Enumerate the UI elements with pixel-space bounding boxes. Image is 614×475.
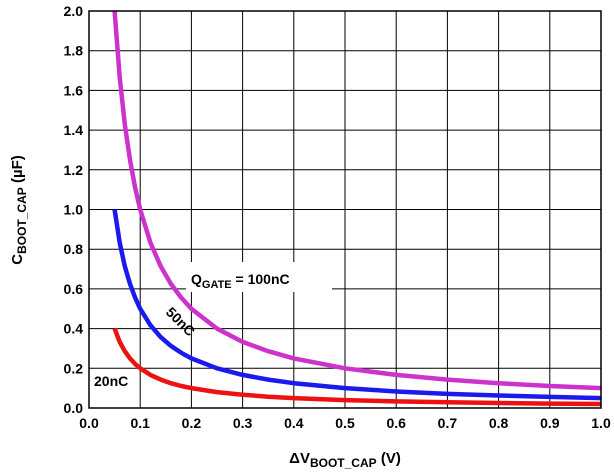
y-axis-label-prefix: C	[9, 254, 26, 265]
annotation-100nc-sub: GATE	[202, 279, 232, 291]
x-tick-label: 0.4	[284, 415, 304, 431]
x-tick-label: 0.2	[182, 415, 202, 431]
annotation-20nc: 20nC	[91, 370, 139, 390]
y-tick-label: 1.2	[64, 162, 84, 178]
y-tick-label: 0.2	[64, 360, 84, 376]
x-tick-label: 0.5	[335, 415, 355, 431]
y-axis-label: CBOOT_CAP (µF)	[9, 155, 29, 265]
annotation-20nc-background	[91, 370, 139, 390]
x-axis-label: ΔVBOOT_CAP (V)	[289, 450, 401, 470]
annotation-100nc: QGATE = 100nC	[186, 262, 332, 292]
y-axis-label-suffix: (µF)	[9, 155, 26, 187]
tick-labels: 0.0 0.1 0.2 0.3 0.4 0.5 0.6 0.7 0.8 0.9 1.0 0.0 0.2 0…	[64, 3, 611, 431]
series-line-20nc	[112, 327, 602, 407]
annotation-20nc-label: 20nC	[94, 373, 128, 389]
x-tick-label: 0.0	[79, 415, 99, 431]
annotation-100nc-background	[186, 262, 332, 292]
x-axis-label-sub: BOOT_CAP	[310, 456, 377, 470]
y-axis-label-sub: BOOT_CAP	[15, 187, 29, 254]
plot-frame	[88, 10, 602, 409]
y-tick-label: 1.6	[64, 82, 84, 98]
x-tick-label: 0.8	[489, 415, 509, 431]
y-tick-label: 0.6	[64, 281, 84, 297]
x-tick-label: 0.1	[130, 415, 150, 431]
annotation-100nc-prefix: Q	[191, 271, 202, 287]
y-tick-label: 0.8	[64, 241, 84, 257]
annotation-100nc-label: QGATE = 100nC	[191, 271, 290, 291]
x-axis-label-prefix: ΔV	[289, 450, 310, 467]
x-tick-label: 0.3	[233, 415, 253, 431]
y-tick-label: 1.0	[64, 202, 84, 218]
x-tick-label: 1.0	[591, 415, 611, 431]
x-tick-label: 0.6	[386, 415, 406, 431]
y-tick-label: 2.0	[64, 3, 84, 19]
y-tick-label: 1.4	[64, 122, 84, 138]
x-tick-label: 0.7	[438, 415, 458, 431]
y-tick-label: 1.8	[64, 43, 84, 59]
annotation-100nc-suffix: = 100nC	[232, 271, 290, 287]
series-line-100nc	[112, 10, 602, 391]
x-tick-label: 0.9	[540, 415, 560, 431]
series-lines	[112, 10, 602, 407]
series-line-50nc	[112, 209, 602, 401]
y-tick-label: 0.4	[64, 321, 84, 337]
y-tick-label: 0.0	[64, 400, 84, 416]
x-axis-label-suffix: (V)	[377, 450, 401, 467]
